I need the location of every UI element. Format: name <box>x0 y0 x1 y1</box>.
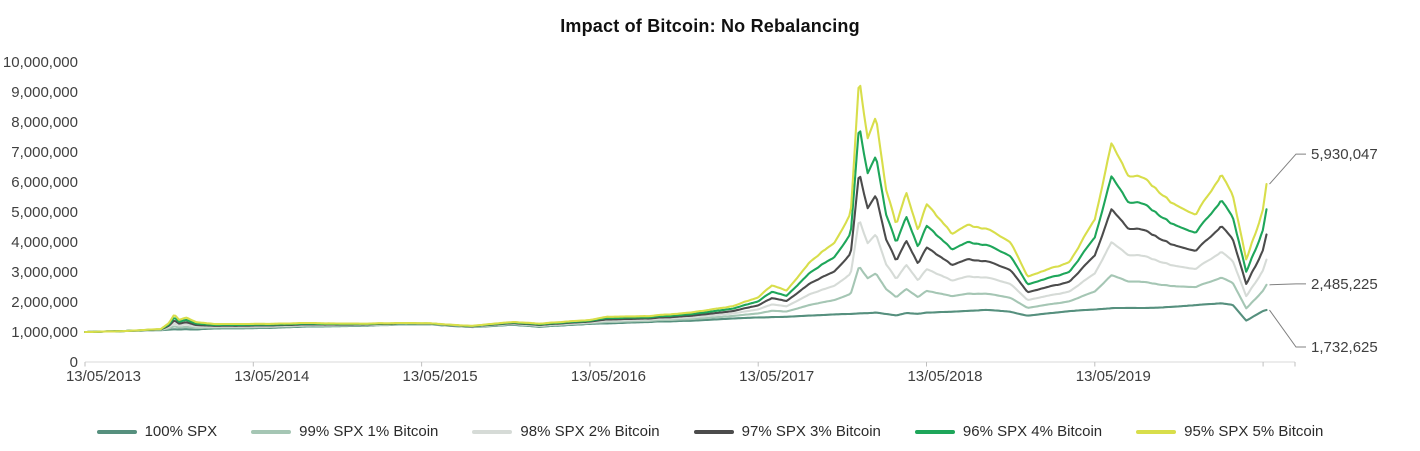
legend-label: 95% SPX 5% Bitcoin <box>1184 423 1324 440</box>
legend-item-100-spx: 100% SPX <box>96 423 218 440</box>
legend-item-97-spx-3-bitcoin: 97% SPX 3% Bitcoin <box>693 423 881 440</box>
x-axis-label: 13/05/2018 <box>907 368 982 385</box>
legend-label: 96% SPX 4% Bitcoin <box>962 423 1103 440</box>
annotation-label: 5,930,047 <box>1311 146 1378 163</box>
legend-swatch <box>251 429 292 434</box>
annotation-leader-line <box>1269 283 1306 286</box>
y-axis-label: 10,000,000 <box>3 54 78 71</box>
legend-swatch <box>96 429 137 434</box>
legend-label: 97% SPX 3% Bitcoin <box>741 423 881 440</box>
y-axis-label: 5,000,000 <box>11 204 78 221</box>
legend-swatch <box>472 429 513 434</box>
legend-item-96-spx-4-bitcoin: 96% SPX 4% Bitcoin <box>914 423 1103 440</box>
x-axis-label: 13/05/2017 <box>739 368 814 385</box>
legend-item-95-spx-5-bitcoin: 95% SPX 5% Bitcoin <box>1136 423 1323 440</box>
legend-item-98-spx-2-bitcoin: 98% SPX 2% Bitcoin <box>472 423 660 440</box>
x-axis-label: 13/05/2015 <box>403 368 478 385</box>
y-axis-label: 4,000,000 <box>11 234 78 251</box>
y-axis-label: 3,000,000 <box>11 264 78 281</box>
x-axis-label: 13/05/2014 <box>234 368 309 385</box>
y-axis-label: 6,000,000 <box>11 174 78 191</box>
legend-swatch <box>1136 429 1177 434</box>
y-axis-label: 8,000,000 <box>11 114 78 131</box>
legend-label: 99% SPX 1% Bitcoin <box>299 423 439 440</box>
chart-legend: 100% SPX 99% SPX 1% Bitcoin 98% SPX 2% Bit… <box>0 423 1420 440</box>
x-axis-label: 13/05/2019 <box>1076 368 1151 385</box>
y-axis-label: 2,000,000 <box>11 294 78 311</box>
x-axis-label: 13/05/2016 <box>571 368 646 385</box>
legend-item-99-spx-1-bitcoin: 99% SPX 1% Bitcoin <box>251 423 438 440</box>
series-line-96-spx-4-bitcoin <box>83 130 1268 334</box>
plot-area: 0 1,000,000 2,000,000 3,000,000 4,000,000 5,0… <box>3 54 1378 385</box>
series-line-95-spx-5-bitcoin <box>83 84 1268 334</box>
y-axis-label: 1,000,000 <box>11 324 78 341</box>
y-axis-label: 9,000,000 <box>11 84 78 101</box>
legend-label: 98% SPX 2% Bitcoin <box>520 423 660 440</box>
annotation-label: 2,485,225 <box>1311 276 1378 293</box>
y-axis-label: 7,000,000 <box>11 144 78 161</box>
annotation-leader-line <box>1269 153 1306 185</box>
y-axis-label: 0 <box>70 354 78 371</box>
chart-title: Impact of Bitcoin: No Rebalancing <box>560 16 860 36</box>
series-line-97-spx-3-bitcoin <box>83 175 1268 334</box>
legend-swatch <box>914 429 955 434</box>
annotation-label: 1,732,625 <box>1311 339 1378 356</box>
annotation-leader-line <box>1269 309 1306 348</box>
x-axis-label: 13/05/2013 <box>66 368 141 385</box>
legend-swatch <box>693 429 734 434</box>
legend-label: 100% SPX <box>144 423 218 440</box>
